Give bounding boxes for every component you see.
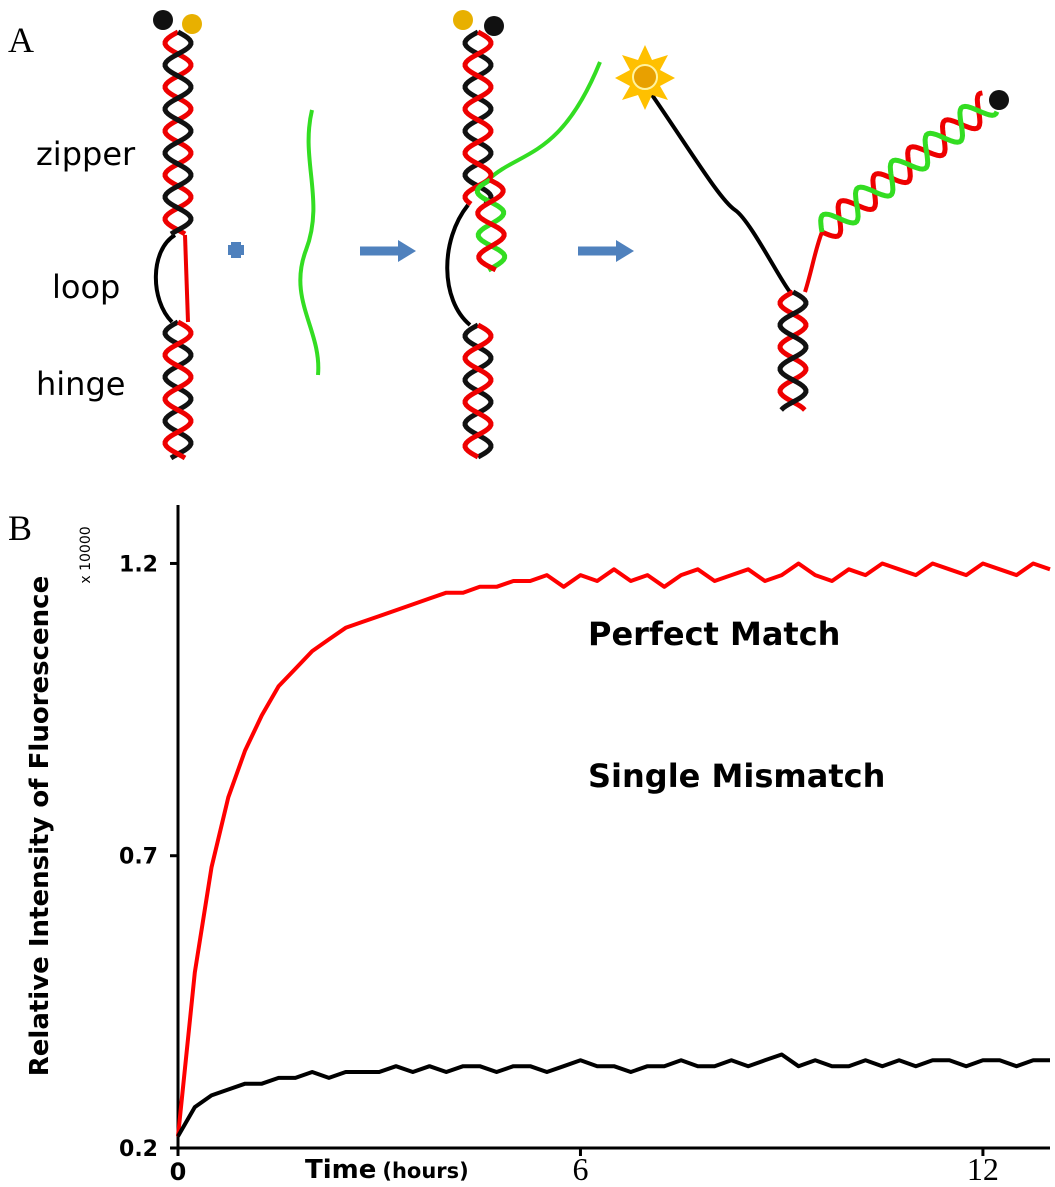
target-strand (486, 61, 602, 182)
series-line (176, 1052, 1050, 1138)
y-multiplier: x 10000 (78, 526, 94, 583)
helix-strand (818, 103, 1000, 233)
y-tick-label: 1.2 (119, 552, 158, 577)
y-tick-label: 0.7 (119, 845, 158, 870)
y-axis-label: Relative Intensity of Fluorescence (25, 576, 55, 1076)
loop (648, 90, 792, 294)
linker (803, 231, 824, 293)
x-tick-label: 12 (967, 1151, 999, 1187)
fluorophore (453, 10, 473, 30)
helix-strand (475, 177, 507, 273)
helix-strand (162, 29, 194, 237)
plus (228, 242, 244, 258)
helix-strand (462, 29, 494, 207)
helix-strand (162, 29, 194, 237)
series-line (176, 561, 1051, 1137)
helix-strand (462, 322, 494, 460)
series-label: Perfect Match (588, 615, 840, 653)
x-tick-label: 0 (170, 1158, 187, 1186)
loop (183, 234, 190, 323)
zipper-label: zipper (36, 135, 136, 173)
x-axis-unit: (hours) (382, 1159, 468, 1183)
target-strand (298, 109, 321, 376)
panel-a: A zipper loop hinge (8, 10, 1009, 461)
loop (445, 203, 472, 327)
loop-label: loop (52, 268, 120, 306)
y-tick-label: 0.2 (119, 1137, 158, 1162)
quencher (153, 10, 173, 30)
helix-strand (777, 289, 809, 412)
panel-label: B (8, 508, 32, 548)
quencher (989, 90, 1009, 110)
fluorophore (632, 64, 658, 90)
hinge-label: hinge (36, 365, 125, 403)
panel-b: B Relative Intensity of Fluorescence x 1… (8, 505, 1051, 1187)
helix-strand (162, 319, 194, 461)
fluorophore (182, 14, 202, 34)
quencher (484, 16, 504, 36)
series-label: Single Mismatch (588, 757, 885, 795)
arrow-head (616, 240, 634, 262)
panel-label: A (8, 20, 34, 60)
x-tick-label: 6 (572, 1151, 588, 1187)
helix-strand (462, 29, 494, 207)
x-axis-title: Time (305, 1155, 376, 1185)
helix-strand (777, 289, 809, 412)
arrow-head (398, 240, 416, 262)
x-axis-label: Time (hours) (305, 1155, 469, 1185)
loop (153, 233, 177, 324)
